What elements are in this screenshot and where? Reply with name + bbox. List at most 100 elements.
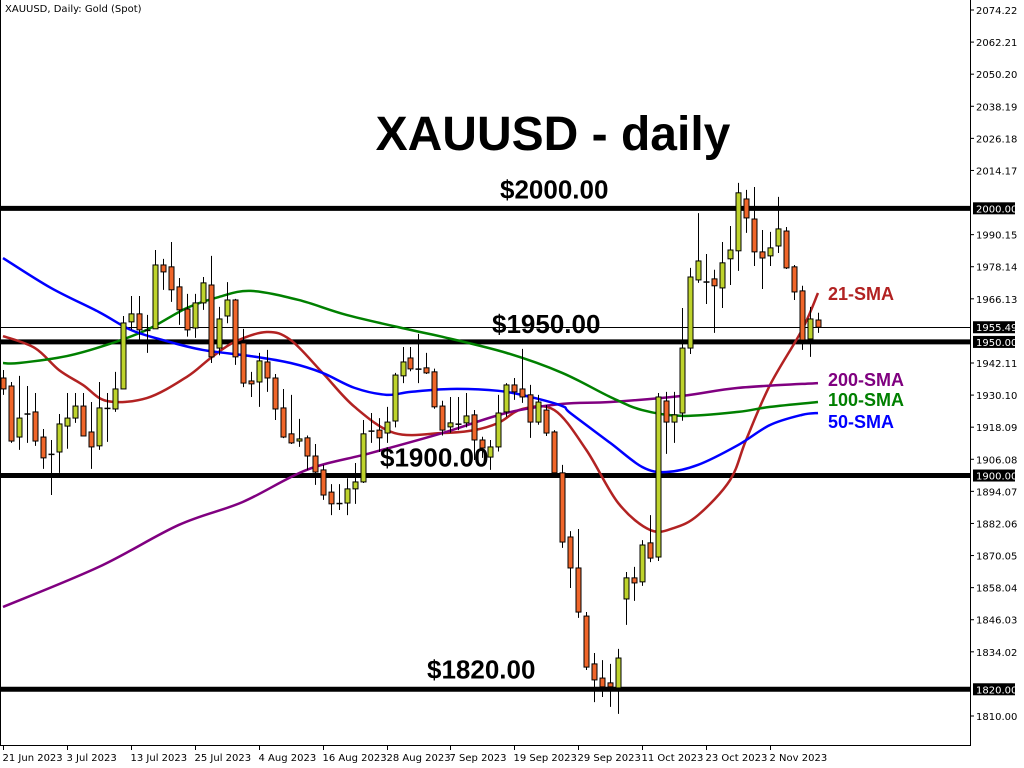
candle-body-bearish bbox=[815, 319, 822, 328]
candle bbox=[256, 352, 263, 407]
candle bbox=[384, 406, 391, 443]
candle bbox=[304, 435, 311, 470]
candle-body-bullish bbox=[727, 249, 734, 260]
candle bbox=[64, 392, 71, 449]
candle bbox=[200, 276, 207, 310]
candle bbox=[423, 352, 430, 374]
y-tick-label: 1834.02 bbox=[976, 648, 1017, 659]
x-tick-label: 4 Aug 2023 bbox=[259, 753, 317, 764]
candle bbox=[447, 396, 454, 433]
candle bbox=[288, 394, 295, 444]
candle-body-bearish bbox=[599, 677, 606, 688]
candle bbox=[320, 464, 327, 500]
y-tick-label: 2050.20 bbox=[976, 70, 1017, 81]
candle bbox=[719, 241, 726, 308]
candle-body-bearish bbox=[264, 361, 271, 379]
x-tick-label: 23 Oct 2023 bbox=[706, 753, 768, 764]
candle-body-bullish bbox=[112, 388, 119, 410]
ma-label-50-sma: 50-SMA bbox=[828, 412, 894, 432]
candle bbox=[495, 394, 502, 452]
x-tick-label: 2 Nov 2023 bbox=[770, 753, 828, 764]
level-axis-label: 1820.00 bbox=[976, 685, 1017, 696]
candle-body-bullish bbox=[360, 433, 367, 483]
candle bbox=[208, 255, 215, 364]
candle-body-bearish bbox=[567, 536, 574, 569]
candle-body-bullish bbox=[216, 318, 223, 349]
candle-body-bearish bbox=[8, 385, 15, 442]
candle bbox=[336, 484, 343, 510]
y-tick-label: 1918.09 bbox=[976, 423, 1017, 434]
candle-body-bearish bbox=[0, 377, 7, 390]
x-tick-label: 11 Oct 2023 bbox=[642, 753, 704, 764]
candle bbox=[216, 306, 223, 356]
candle bbox=[296, 418, 303, 447]
candle-body-bearish bbox=[783, 230, 790, 269]
candle-body-bullish bbox=[352, 481, 359, 490]
candle-body-bullish bbox=[392, 374, 399, 422]
candle bbox=[120, 315, 127, 390]
level-axis-label-bg bbox=[973, 335, 1015, 348]
candle-body-bullish bbox=[687, 276, 694, 349]
candle-body-bullish bbox=[535, 401, 542, 423]
y-tick-label: 2038.19 bbox=[976, 102, 1017, 113]
candle-body-bullish bbox=[719, 262, 726, 289]
candle-body-bullish bbox=[296, 438, 303, 442]
candle bbox=[607, 663, 614, 707]
y-tick-label: 1858.04 bbox=[976, 584, 1017, 595]
candle-body-bullish bbox=[16, 417, 23, 438]
ma-line-50-sma bbox=[2, 256, 819, 474]
x-tick-label: 19 Sep 2023 bbox=[514, 753, 577, 764]
candle bbox=[128, 295, 135, 330]
candle-body-bearish bbox=[160, 264, 167, 273]
candle-body-bearish bbox=[312, 455, 319, 473]
chart-title: XAUUSD - daily bbox=[376, 108, 731, 161]
candle-body-bearish bbox=[751, 218, 758, 253]
candle bbox=[727, 225, 734, 286]
candle-body-bearish bbox=[711, 278, 718, 287]
candle bbox=[575, 528, 582, 618]
candle bbox=[56, 414, 63, 473]
candle bbox=[631, 566, 638, 601]
candle bbox=[799, 285, 806, 350]
candle bbox=[40, 429, 47, 469]
candle-body-bullish bbox=[256, 360, 263, 383]
candle bbox=[783, 227, 790, 269]
candle-body-bearish bbox=[511, 384, 518, 393]
candle-body-bearish bbox=[304, 437, 311, 457]
candle bbox=[751, 186, 758, 267]
candle-body-bearish bbox=[791, 266, 798, 293]
candle-body-bearish bbox=[551, 431, 558, 474]
x-tick-label: 3 Jul 2023 bbox=[67, 753, 117, 764]
candles bbox=[0, 182, 822, 714]
candle-body-bearish bbox=[663, 400, 670, 423]
candle-body-bearish bbox=[184, 308, 191, 331]
candle-body-bearish bbox=[431, 371, 438, 408]
candle bbox=[567, 531, 574, 589]
level-label: $2000.00 bbox=[500, 174, 608, 204]
y-tick-label: 1942.11 bbox=[976, 359, 1017, 370]
candle-body-bearish bbox=[527, 394, 534, 423]
y-tick-label: 1882.06 bbox=[976, 519, 1017, 530]
candle-body-bullish bbox=[487, 446, 494, 458]
candle bbox=[376, 418, 383, 453]
candle bbox=[775, 196, 782, 253]
candle bbox=[352, 462, 359, 504]
candle-body-bullish bbox=[384, 421, 391, 434]
candle bbox=[687, 267, 694, 354]
candle bbox=[583, 612, 590, 671]
x-axis: 21 Jun 2023 3 Jul 2023 13 Jul 2023 25 Jul 2… bbox=[3, 745, 828, 764]
candle bbox=[791, 264, 798, 300]
candle bbox=[16, 375, 23, 450]
candle bbox=[679, 307, 686, 421]
x-tick-label: 28 Aug 2023 bbox=[387, 753, 451, 764]
support-resistance-levels bbox=[0, 205, 970, 692]
candle-body-bearish bbox=[32, 411, 39, 442]
candle bbox=[264, 349, 271, 392]
candle bbox=[743, 189, 750, 233]
candle bbox=[112, 371, 119, 412]
candle-body-bearish bbox=[575, 567, 582, 613]
candle-body-bullish bbox=[807, 318, 814, 340]
candle-body-bearish bbox=[583, 615, 590, 668]
candle-body-bullish bbox=[639, 544, 646, 583]
candle bbox=[312, 443, 319, 485]
